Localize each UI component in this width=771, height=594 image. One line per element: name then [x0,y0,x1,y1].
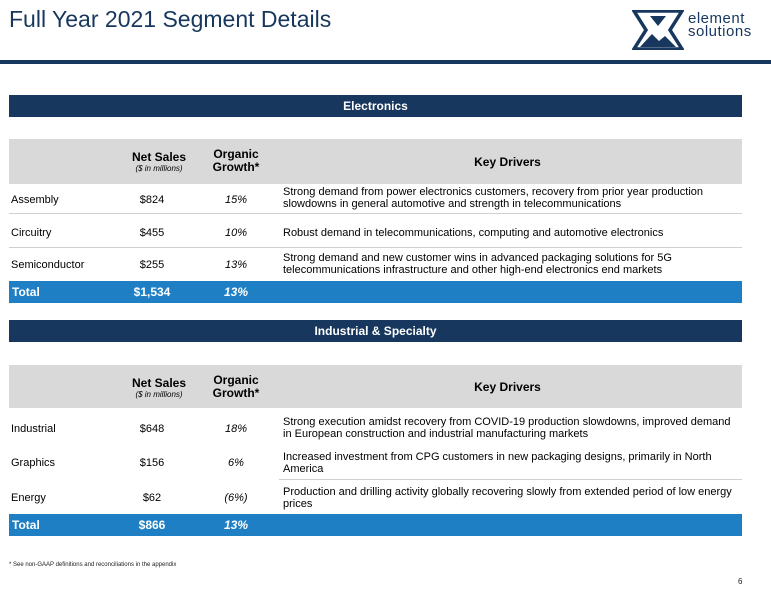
total-label: Total [12,285,40,299]
industrial-total-row: Total $866 13% [9,514,742,536]
logo-text-line1: element [688,10,745,27]
organic-growth-value: (6%) [224,492,248,504]
net-sales-header: Net Sales ($ in millions) [109,150,209,173]
net-sales-value: $455 [139,227,165,239]
net-sales-value: $62 [142,492,162,504]
row-divider [9,247,742,248]
key-drivers-text: Strong demand and new customer wins in a… [283,252,672,276]
segment-name: Energy [11,492,46,504]
logo-text: element solutions [688,10,752,40]
net-sales-header: Net Sales ($ in millions) [109,376,209,399]
organic-growth-header: Organic Growth* [212,373,260,400]
page-title: Full Year 2021 Segment Details [9,6,332,32]
table-row: Assembly $824 15% Strong demand from pow… [9,184,742,214]
segment-name: Assembly [11,194,59,206]
organic-growth-value: 13% [224,259,248,271]
electronics-table-header: Net Sales ($ in millions) Organic Growth… [9,139,742,184]
key-drivers-text: Robust demand in telecommunications, com… [283,227,664,239]
net-sales-value: $255 [139,259,165,271]
row-divider [9,213,742,214]
net-sales-value: $648 [139,423,165,435]
net-sales-value: $156 [139,457,165,469]
table-row: Semiconductor $255 13% Strong demand and… [9,248,742,281]
row-divider [279,479,742,480]
table-row: Industrial $648 18% Strong execution ami… [9,408,742,446]
table-row: Energy $62 (6%) Production and drilling … [9,480,742,514]
key-drivers-text: Production and drilling activity globall… [283,486,732,510]
company-logo: element solutions [632,8,762,50]
net-sales-sublabel: ($ in millions) [135,390,183,399]
electronics-total-row: Total $1,534 13% [9,281,742,303]
segment-name: Industrial [11,423,56,435]
table-row: Graphics $156 6% Increased investment fr… [9,446,742,480]
logo-text-line2: solutions [688,23,752,40]
element-solutions-logo-icon [632,10,684,50]
key-drivers-text: Strong execution amidst recovery from CO… [283,416,731,440]
key-drivers-text: Increased investment from CPG customers … [283,451,712,475]
organic-growth-value: 15% [224,194,248,206]
organic-growth-header: Organic Growth* [212,147,260,174]
key-drivers-header: Key Drivers [474,380,541,394]
page-number: 6 [738,577,743,586]
industrial-specialty-section-header: Industrial & Specialty [9,320,742,342]
net-sales-label: Net Sales [131,150,187,164]
total-label: Total [12,518,40,532]
key-drivers-header: Key Drivers [474,155,541,169]
total-net-sales: $1,534 [133,285,171,299]
industrial-table-header: Net Sales ($ in millions) Organic Growth… [9,365,742,408]
total-organic-growth: 13% [223,518,249,532]
segment-name: Semiconductor [11,259,85,271]
net-sales-label: Net Sales [131,376,187,390]
electronics-section-header: Electronics [9,95,742,117]
key-drivers-text: Strong demand from power electronics cus… [283,186,704,210]
net-sales-value: $824 [139,194,165,206]
segment-name: Graphics [11,457,56,469]
organic-growth-value: 18% [224,423,248,435]
footnote: * See non-GAAP definitions and reconcili… [9,562,177,568]
organic-growth-value: 10% [224,227,248,239]
total-net-sales: $866 [138,518,166,532]
organic-growth-value: 6% [228,457,244,469]
total-organic-growth: 13% [223,285,249,299]
table-row: Circuitry $455 10% Robust demand in tele… [9,214,742,248]
segment-name: Circuitry [11,227,52,239]
header-divider [0,60,771,64]
net-sales-sublabel: ($ in millions) [135,164,183,173]
